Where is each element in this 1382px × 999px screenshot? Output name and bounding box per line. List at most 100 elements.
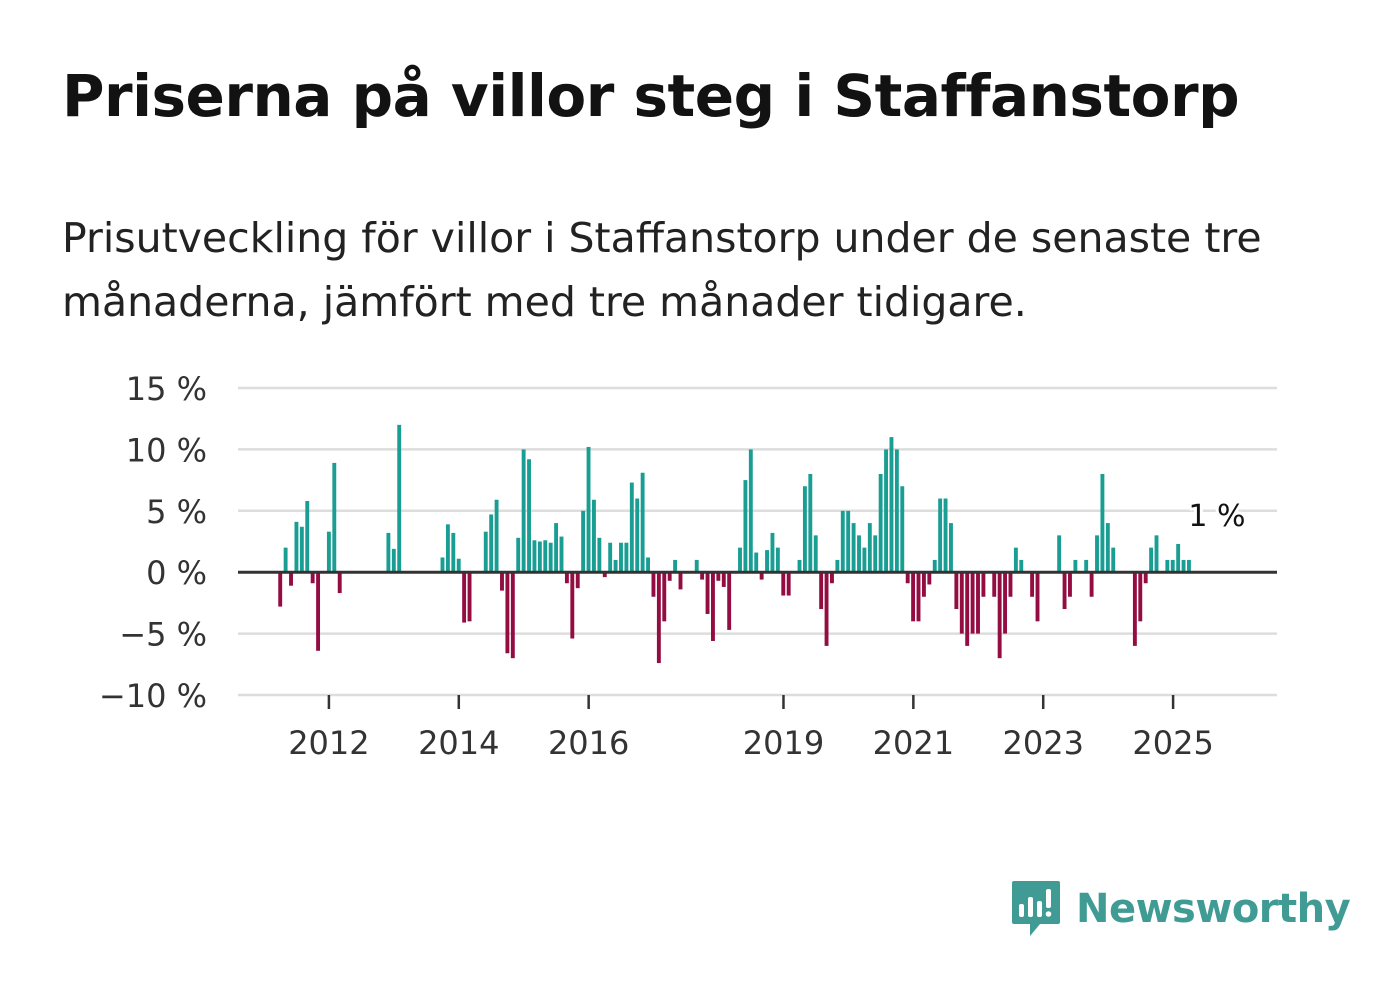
bar [1003, 572, 1008, 634]
bar [770, 532, 775, 573]
bar [1143, 572, 1148, 584]
chart-subtitle: Prisutveckling för villor i Staffanstorp… [62, 214, 1262, 326]
bar [516, 537, 521, 573]
x-tick-label: 2025 [1132, 724, 1213, 762]
bar [797, 559, 802, 573]
bar [283, 547, 288, 573]
bar [727, 572, 732, 630]
x-tick-label: 2023 [1003, 724, 1084, 762]
bar [1084, 559, 1089, 573]
bar [911, 572, 916, 622]
bar [1149, 547, 1154, 573]
bar [759, 572, 764, 580]
bar [299, 526, 304, 573]
bar [851, 523, 856, 573]
bar [467, 572, 472, 622]
bar [510, 572, 515, 659]
bar [808, 473, 813, 573]
bar [905, 572, 910, 584]
bar [289, 572, 293, 586]
bar [1089, 572, 1094, 597]
bar [846, 510, 851, 573]
bar [656, 572, 661, 664]
bar [916, 572, 921, 622]
bar [667, 572, 672, 581]
y-tick-label: 5 % [146, 493, 207, 531]
bar [862, 547, 867, 573]
bar [1019, 559, 1024, 573]
bar [456, 558, 461, 573]
bar [867, 523, 872, 573]
bar [894, 449, 899, 573]
bar [548, 542, 553, 573]
bar [786, 572, 791, 596]
bar [938, 498, 943, 573]
x-axis-ticks: 2012 2014 2016 2019 2021 2023 2025 [288, 695, 1214, 762]
bar [310, 572, 315, 584]
chart-title: Priserna på villor steg i Staffanstorp [62, 62, 1240, 130]
bar [1154, 535, 1159, 573]
bar [326, 531, 331, 573]
bar [494, 499, 499, 573]
bar [835, 559, 840, 573]
bar [711, 572, 715, 641]
price-change-bar-chart: 15 % 10 % 5 % 0 % −5 % −10 % 2012 2014 2016 2019… [99, 370, 1277, 762]
latest-value-label: 1 % [1188, 499, 1245, 534]
bar [830, 572, 834, 584]
bar [819, 572, 824, 610]
bar [754, 552, 759, 573]
bar [889, 437, 894, 573]
bar [386, 532, 391, 573]
bar [716, 572, 721, 581]
bar [943, 498, 948, 573]
bar [1170, 559, 1175, 573]
bar [559, 536, 564, 573]
bar [965, 572, 970, 646]
bar [597, 537, 602, 573]
bar [992, 572, 997, 597]
bar [505, 572, 510, 654]
bar [592, 499, 596, 573]
bar [337, 572, 342, 594]
bar [1132, 572, 1137, 646]
bar [1187, 559, 1191, 573]
bar [489, 514, 494, 573]
bar [646, 557, 650, 573]
bar [997, 572, 1002, 659]
bar [813, 535, 818, 573]
bar [748, 449, 753, 573]
bar [500, 572, 504, 591]
bar [608, 542, 613, 573]
bar [564, 572, 569, 584]
bar [1013, 547, 1018, 573]
bar [445, 524, 450, 573]
bar [765, 550, 769, 573]
bar [1176, 543, 1181, 573]
bar [1100, 473, 1105, 573]
bar [532, 540, 537, 573]
bar [900, 486, 905, 573]
x-tick-label: 2016 [548, 724, 629, 762]
bar [305, 500, 310, 573]
bar [1165, 559, 1170, 573]
bar [521, 449, 526, 573]
y-axis-tick-labels: 15 % 10 % 5 % 0 % −5 % −10 % [99, 370, 207, 715]
bar [705, 572, 710, 614]
bar [927, 572, 932, 585]
bar [635, 498, 640, 573]
y-tick-label: 15 % [126, 370, 207, 408]
bar [619, 542, 623, 573]
bar [878, 473, 883, 573]
x-tick-label: 2019 [743, 724, 824, 762]
brand-name: Newsworthy [1076, 886, 1351, 932]
bar [954, 572, 959, 610]
y-tick-label: 0 % [146, 554, 207, 592]
bar [673, 559, 678, 573]
bar [857, 535, 861, 573]
bar [581, 510, 586, 573]
bar [537, 541, 542, 573]
x-tick-label: 2021 [873, 724, 954, 762]
bar [640, 472, 645, 573]
bar [738, 547, 742, 573]
bar [1057, 535, 1062, 573]
